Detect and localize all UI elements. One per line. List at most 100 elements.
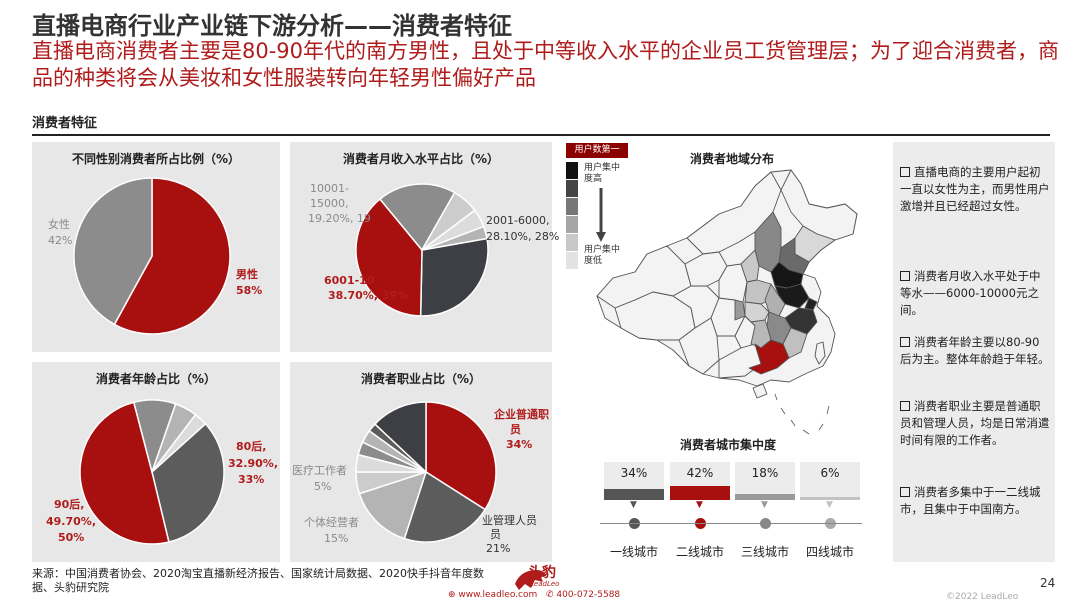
- occupation-chart-panel: 消费者职业占比（%） 企业普通职 员 34% 业管理人员 员 21% 医疗工作者…: [290, 362, 552, 562]
- age-80s-value2: 33%: [238, 473, 265, 486]
- map-region-chongqing: [734, 299, 746, 321]
- note-text-3: 消费者年龄主要以80-90后为主。整体年龄趋于年轻。: [900, 335, 1050, 366]
- female-value-label: 42%: [48, 234, 73, 247]
- city-bar: [604, 489, 664, 500]
- note-text-5: 消费者多集中于一二线城市，且集中于中国南方。: [900, 485, 1041, 516]
- female-label: 女性: [48, 218, 70, 231]
- page-title: 直播电商行业产业链下游分析——消费者特征: [32, 12, 512, 40]
- income-10001-label-line2: 15000,: [310, 197, 349, 210]
- map-title: 消费者地域分布: [690, 152, 775, 166]
- age-80s-value1: 32.90%,: [228, 457, 278, 470]
- occ-staff-label-line1: 企业普通职: [494, 408, 549, 421]
- age-80s-label: 80后,: [236, 440, 267, 453]
- checkbox-bullet-icon: [900, 271, 910, 281]
- city-bar: [735, 494, 795, 500]
- occ-selfemployed-value: 15%: [324, 532, 349, 545]
- gender-chart-title: 不同性别消费者所占比例（%）: [71, 152, 241, 166]
- income-10001-label-line1: 10001-: [310, 182, 349, 195]
- checkbox-bullet-icon: [900, 401, 910, 411]
- section-title: 消费者特征: [32, 116, 98, 131]
- age-chart-title: 消费者年龄占比（%）: [95, 372, 217, 386]
- page-number: 24: [1040, 576, 1056, 590]
- city-timeline-line: [600, 523, 862, 524]
- occ-medical-value: 5%: [314, 480, 332, 493]
- map-region-shanxi: [740, 249, 760, 283]
- phone-icon: ✆: [546, 590, 557, 600]
- city-bar-box: 18%: [735, 462, 795, 500]
- page-subtitle: 直播电商消费者主要是80-90年代的南方男性，且处于中等收入水平的企业员工货管理…: [32, 39, 1060, 90]
- legend-high-line2: 度高: [584, 174, 603, 184]
- income-slice-6: [421, 225, 488, 251]
- down-arrow-icon: ▼: [630, 500, 637, 510]
- legend-low-line2: 度低: [584, 256, 603, 266]
- footer-website-text: www.leadleo.com: [458, 590, 538, 600]
- note-text-4: 消费者职业主要是普通职员和管理人员，均是日常消遣时间有限的工作者。: [900, 399, 1050, 447]
- map-region-taiwan: [814, 341, 826, 365]
- occ-staff-value: 34%: [506, 438, 533, 451]
- occupation-slice-2: [403, 470, 487, 543]
- checkbox-bullet-icon: [900, 337, 910, 347]
- south-china-sea-dashes: [774, 393, 830, 435]
- down-arrow-icon: ▼: [696, 500, 703, 510]
- note-text-1: 直播电商的主要用户起初一直以女性为主，而男性用户激增并且已经超过女性。: [900, 165, 1050, 213]
- map-region-fujian: [782, 327, 808, 359]
- note-item-5: 消费者多集中于一二线城市，且集中于中国南方。: [900, 484, 1050, 518]
- income-slice-3: [378, 183, 456, 252]
- occupation-slice-9: [373, 401, 427, 474]
- income-2001-label: 2001-6000,: [486, 214, 550, 227]
- age-slice-1: [151, 422, 225, 543]
- income-pie-chart: [355, 183, 489, 317]
- legend-low-line1: 用户集中: [584, 245, 621, 255]
- age-90s-value2: 50%: [58, 531, 85, 544]
- age-90s-value1: 49.70%,: [46, 515, 96, 528]
- gender-slice-1: [113, 177, 231, 335]
- income-slice-2: [355, 198, 423, 317]
- note-item-3: 消费者年龄主要以80-90后为主。整体年龄趋于年轻。: [900, 334, 1050, 368]
- city-bar-box: 6%: [800, 462, 860, 500]
- age-90s-label: 90后,: [54, 498, 85, 511]
- section-divider: [32, 134, 1050, 136]
- income-10001-value: 19.20%, 19: [308, 212, 371, 225]
- occ-manager-label-line1: 业管理人员: [482, 514, 537, 527]
- legend-swatch-6: [566, 252, 578, 269]
- map-region-yunnan: [678, 317, 720, 375]
- city-tier-label: 三线城市: [740, 545, 789, 559]
- city-bar: [670, 486, 730, 500]
- occ-medical-label: 医疗工作者: [292, 464, 347, 477]
- income-pie: [355, 183, 489, 317]
- checkbox-bullet-icon: [900, 487, 910, 497]
- city-bar-value-label: 34%: [620, 466, 648, 480]
- leopard-logo-icon: [515, 570, 546, 590]
- down-arrow-icon: ▼: [761, 500, 768, 510]
- income-6001-label: 6001-10: [324, 274, 375, 287]
- legend-swatch-5: [566, 234, 578, 251]
- occ-manager-label-line2: 员: [490, 528, 501, 541]
- footer-website[interactable]: ⊕ www.leadleo.com: [448, 590, 537, 600]
- legend-swatch-1: [566, 162, 578, 179]
- income-2001-value: 28.10%, 28%: [486, 230, 560, 243]
- note-item-4: 消费者职业主要是普通职员和管理人员，均是日常消遣时间有限的工作者。: [900, 398, 1050, 449]
- city-tier-label: 一线城市: [609, 545, 658, 559]
- gender-pie: [73, 177, 231, 335]
- legend-down-arrow-icon: [596, 188, 606, 242]
- income-slice-1: [419, 237, 489, 317]
- city-bar: [800, 497, 860, 500]
- legend-high-label: 用户集中 度高: [584, 163, 620, 185]
- footer-phone-text: 400-072-5588: [556, 590, 621, 600]
- legend-high-line1: 用户集中: [584, 163, 621, 173]
- legend-swatch-2: [566, 180, 578, 197]
- logo-text-cn: 头豹: [528, 565, 556, 581]
- note-item-1: 直播电商的主要用户起初一直以女性为主，而男性用户激增并且已经超过女性。: [900, 164, 1050, 215]
- notes-panel: [893, 142, 1055, 562]
- income-6001-value: 38.70%, 39%: [328, 289, 409, 302]
- male-value-label: 58%: [236, 284, 263, 297]
- legend-low-label: 用户集中 度低: [584, 245, 620, 267]
- city-chart-title: 消费者城市集中度: [680, 438, 777, 452]
- city-bar-box: 34%: [604, 462, 664, 500]
- city-bar-value-label: 42%: [686, 466, 714, 480]
- copyright: ©2022 LeadLeo: [946, 592, 1019, 602]
- logo-text-en: LeadLeo: [530, 580, 560, 588]
- map-region-hainan: [752, 383, 768, 399]
- globe-icon: ⊕: [448, 590, 459, 600]
- city-tier-label: 二线城市: [675, 545, 724, 559]
